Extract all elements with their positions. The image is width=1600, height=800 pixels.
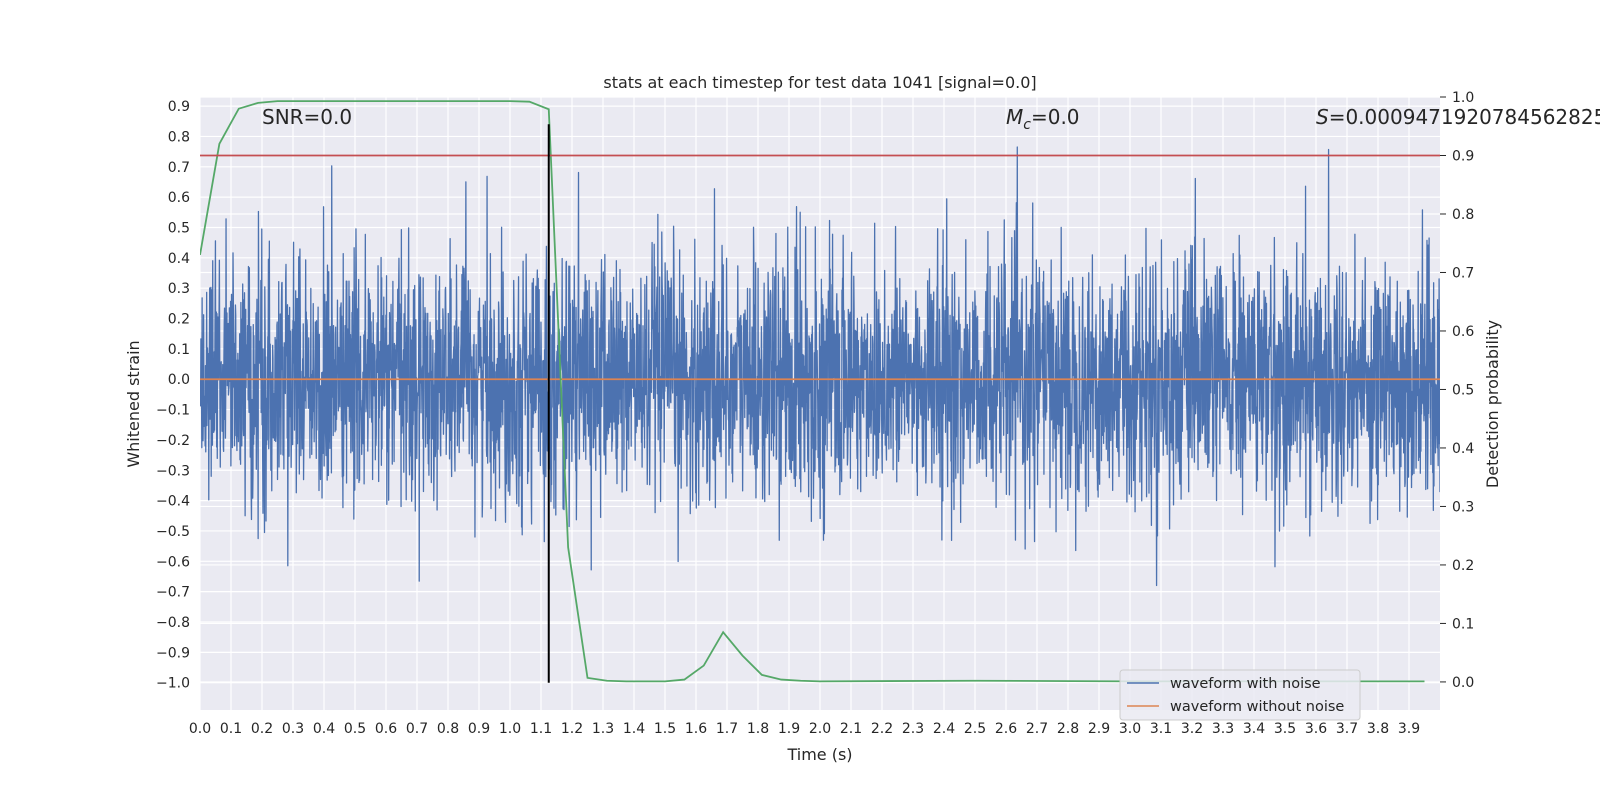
y-tick-label: 0.1 xyxy=(168,342,190,358)
x-tick-label: 1.7 xyxy=(716,721,738,737)
y2-tick-label: 0.8 xyxy=(1452,207,1474,223)
y2-tick-label: 0.9 xyxy=(1452,148,1474,164)
x-tick-label: 2.4 xyxy=(933,721,955,737)
y-tick-label: 0.5 xyxy=(168,220,190,236)
x-tick-label: 0.7 xyxy=(406,721,428,737)
chart-title: stats at each timestep for test data 104… xyxy=(603,73,1036,92)
y-tick-label: −0.7 xyxy=(156,585,190,601)
y-tick-label: 0.2 xyxy=(168,312,190,328)
chirp-mass-symbol: M xyxy=(1006,105,1023,129)
x-tick-label: 1.6 xyxy=(685,721,707,737)
chirp-mass-annotation: Mc=0.0 xyxy=(1006,105,1080,133)
x-tick-label: 0.0 xyxy=(189,721,211,737)
x-tick-label: 0.9 xyxy=(468,721,490,737)
y2-tick-label: 0.0 xyxy=(1452,675,1474,691)
y2-tick-label: 0.2 xyxy=(1452,558,1474,574)
y2-tick-label: 0.3 xyxy=(1452,499,1474,515)
y-tick-label: −0.3 xyxy=(156,463,190,479)
x-tick-label: 1.5 xyxy=(654,721,676,737)
series-waveform-with-noise xyxy=(200,146,1440,587)
y2-tick-label: 0.1 xyxy=(1452,616,1474,632)
x-tick-label: 0.8 xyxy=(437,721,459,737)
y-tick-label: −0.1 xyxy=(156,403,190,419)
x-tick-label: 2.0 xyxy=(809,721,831,737)
series-detection-probability xyxy=(200,100,1425,683)
legend: waveform with noise waveform without noi… xyxy=(1119,669,1361,721)
series-layer xyxy=(200,100,1440,683)
y-tick-labels: 0.9 0.8 0.7 0.6 0.5 0.4 0.3 0.2 0.1 0.0 −0.1 −0.2 −0… xyxy=(156,99,190,692)
y-tick-label: −0.5 xyxy=(156,524,190,540)
x-tick-label: 1.0 xyxy=(499,721,521,737)
x-tick-label: 3.7 xyxy=(1336,721,1358,737)
x-tick-label: 0.4 xyxy=(313,721,335,737)
x-axis-label: Time (s) xyxy=(786,745,852,764)
y-tick-label: 0.9 xyxy=(168,99,190,115)
y2-tick-labels: 1.0 0.9 0.8 0.7 0.6 0.5 0.4 0.3 0.2 0.1 0.0 xyxy=(1440,90,1474,691)
x-tick-label: 1.8 xyxy=(747,721,769,737)
chirp-mass-value: =0.0 xyxy=(1031,105,1080,129)
y-tick-label: 0.7 xyxy=(168,160,190,176)
x-tick-label: 1.3 xyxy=(592,721,614,737)
x-tick-label: 2.3 xyxy=(902,721,924,737)
x-tick-label: 2.1 xyxy=(840,721,862,737)
x-tick-label: 2.5 xyxy=(964,721,986,737)
x-tick-label: 3.5 xyxy=(1274,721,1296,737)
y-tick-label: −0.9 xyxy=(156,645,190,661)
x-tick-label: 3.3 xyxy=(1212,721,1234,737)
y-tick-label: −0.6 xyxy=(156,554,190,570)
x-tick-label: 1.9 xyxy=(778,721,800,737)
y-tick-label: 0.0 xyxy=(168,372,190,388)
x-tick-label: 3.4 xyxy=(1243,721,1265,737)
s-annotation: S=0.0009471920784562825 xyxy=(1316,105,1600,129)
y2-tick-label: 1.0 xyxy=(1452,90,1474,106)
y-axis-label: Whitened strain xyxy=(124,340,143,467)
x-tick-labels: 0.0 0.1 0.2 0.3 0.4 0.5 0.6 0.7 0.8 0.9 1.0 1.1 1.2 1… xyxy=(189,721,1420,737)
x-tick-label: 3.8 xyxy=(1367,721,1389,737)
x-tick-label: 3.9 xyxy=(1398,721,1420,737)
x-tick-label: 3.0 xyxy=(1119,721,1141,737)
legend-label-clean: waveform without noise xyxy=(1170,699,1344,715)
s-symbol: S xyxy=(1316,105,1329,129)
y-tick-label: −1.0 xyxy=(156,676,190,692)
x-tick-label: 1.2 xyxy=(561,721,583,737)
x-tick-label: 0.5 xyxy=(344,721,366,737)
snr-annotation: SNR=0.0 xyxy=(262,105,352,129)
y-tick-label: 0.8 xyxy=(168,129,190,145)
x-tick-label: 2.8 xyxy=(1057,721,1079,737)
x-tick-label: 0.3 xyxy=(282,721,304,737)
x-tick-label: 0.1 xyxy=(220,721,242,737)
y-tick-label: 0.3 xyxy=(168,281,190,297)
y-tick-label: 0.6 xyxy=(168,190,190,206)
y-tick-label: −0.2 xyxy=(156,433,190,449)
x-tick-label: 3.1 xyxy=(1150,721,1172,737)
y2-tick-label: 0.4 xyxy=(1452,441,1474,457)
chirp-mass-subscript: c xyxy=(1023,117,1031,133)
legend-box xyxy=(1119,669,1361,721)
x-tick-label: 3.2 xyxy=(1181,721,1203,737)
x-tick-label: 0.6 xyxy=(375,721,397,737)
y-grid xyxy=(200,105,1440,684)
legend-label-noise: waveform with noise xyxy=(1170,676,1321,692)
s-value: =0.0009471920784562825 xyxy=(1329,105,1600,129)
x-tick-label: 2.9 xyxy=(1088,721,1110,737)
x-tick-label: 3.6 xyxy=(1305,721,1327,737)
x-tick-label: 1.4 xyxy=(623,721,645,737)
y-tick-label: −0.4 xyxy=(156,494,190,510)
y2-tick-label: 0.7 xyxy=(1452,265,1474,281)
x-tick-label: 1.1 xyxy=(530,721,552,737)
x-tick-label: 2.6 xyxy=(995,721,1017,737)
y-tick-label: 0.4 xyxy=(168,251,190,267)
y2-tick-label: 0.5 xyxy=(1452,382,1474,398)
x-tick-label: 2.2 xyxy=(871,721,893,737)
x-tick-label: 0.2 xyxy=(251,721,273,737)
y2-axis-label: Detection probability xyxy=(1483,320,1502,488)
y2-tick-label: 0.6 xyxy=(1452,324,1474,340)
y-tick-label: −0.8 xyxy=(156,615,190,631)
x-tick-label: 2.7 xyxy=(1026,721,1048,737)
